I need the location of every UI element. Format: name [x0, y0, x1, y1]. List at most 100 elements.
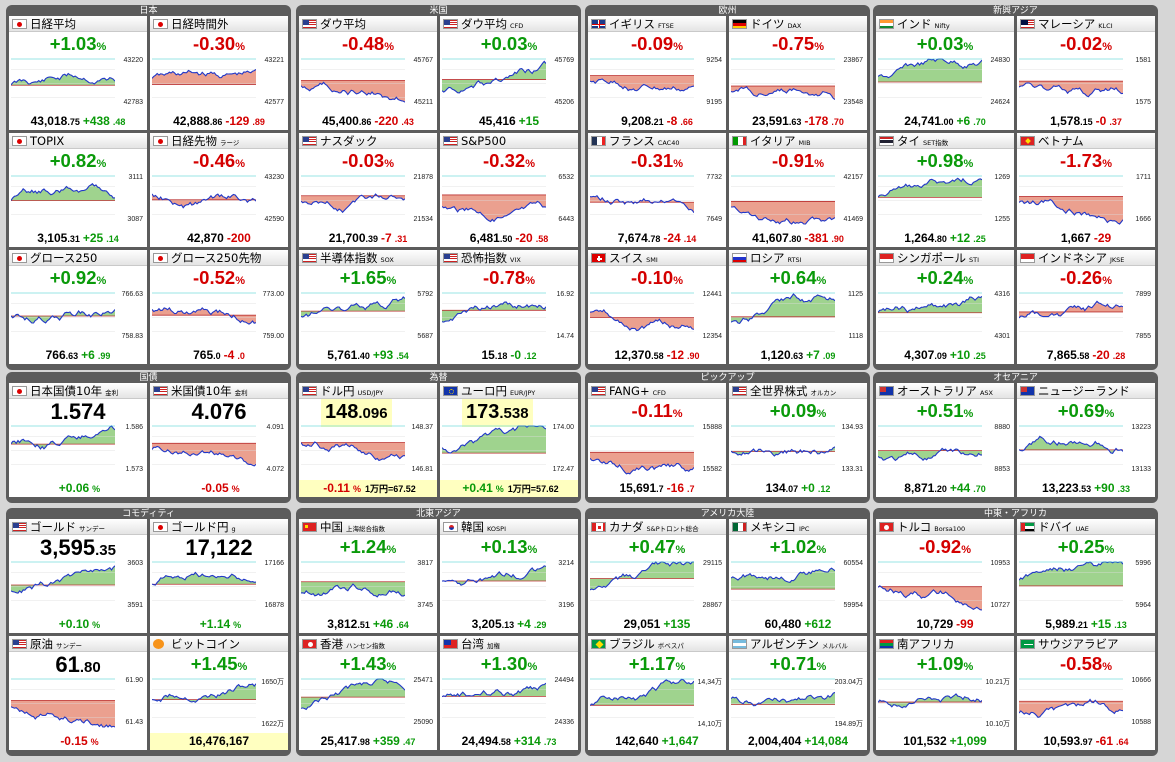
market-card[interactable]: インドネシア JKSE -0.26% 7899 7855 7,865.58 -20.28	[1017, 250, 1155, 364]
card-header[interactable]: ゴールド円 g	[150, 519, 288, 535]
market-card[interactable]: グロース250先物 -0.52% 773.00 759.00 765.0 -4.0	[150, 250, 288, 364]
market-card[interactable]: マレーシア KLCI -0.02% 1581 1575 1,578.15 -0.37	[1017, 16, 1155, 130]
card-header[interactable]: メキシコ IPC	[729, 519, 867, 535]
market-card[interactable]: 南アフリカ +1.09% 10.21万 10.10万 101,532 +1,099	[876, 636, 1014, 750]
market-card[interactable]: オーストラリア ASX +0.51% 8880 8853 8,871.20 +44.70	[876, 383, 1014, 497]
card-header[interactable]: 日本国債10年 金利	[9, 383, 147, 399]
market-card[interactable]: ダウ平均 CFD +0.03% 45769 45206 45,416 +15	[440, 16, 578, 130]
market-card[interactable]: ダウ平均 -0.48% 45767 45211 45,400.86 -220.43	[299, 16, 437, 130]
card-header[interactable]: 原油 サンデー	[9, 636, 147, 652]
market-card[interactable]: 全世界株式 オルカン +0.09% 134.93 133.31 134.07 +0.12	[729, 383, 867, 497]
card-header[interactable]: S&P500	[440, 133, 578, 149]
card-header[interactable]: 日経平均	[9, 16, 147, 32]
card-header[interactable]: アルゼンチン メルバル	[729, 636, 867, 652]
market-card[interactable]: ユーロ円 EUR/JPY 173.538 174.00 172.47 +0.41% 1万円=…	[440, 383, 578, 497]
card-header[interactable]: グロース250先物	[150, 250, 288, 266]
market-card[interactable]: ナスダック -0.03% 21878 21534 21,700.39 -7.31	[299, 133, 437, 247]
card-header[interactable]: ドイツ DAX	[729, 16, 867, 32]
market-card[interactable]: TOPIX +0.82% 3111 3087 3,105.31 +25.14	[9, 133, 147, 247]
card-header[interactable]: サウジアラビア	[1017, 636, 1155, 652]
market-card[interactable]: メキシコ IPC +1.02% 60554 59954 60,480 +612	[729, 519, 867, 633]
chart-low-label: 12354	[702, 333, 722, 340]
card-header[interactable]: ダウ平均	[299, 16, 437, 32]
card-header[interactable]: タイ SET指数	[876, 133, 1014, 149]
card-header[interactable]: 台湾 加権	[440, 636, 578, 652]
card-header[interactable]: オーストラリア ASX	[876, 383, 1014, 399]
card-header[interactable]: イタリア MIB	[729, 133, 867, 149]
market-card[interactable]: グロース250 +0.92% 766.63 758.83 766.63 +6.99	[9, 250, 147, 364]
card-header[interactable]: 半導体指数 SOX	[299, 250, 437, 266]
market-card[interactable]: ブラジル ボベスパ +1.17% 14,34万 14,10万 142,640 +1,647	[588, 636, 726, 750]
market-card[interactable]: サウジアラビア -0.58% 10666 10588 10,593.97 -61.64	[1017, 636, 1155, 750]
card-header[interactable]: 南アフリカ	[876, 636, 1014, 652]
card-header[interactable]: ダウ平均 CFD	[440, 16, 578, 32]
card-header[interactable]: ユーロ円 EUR/JPY	[440, 383, 578, 399]
card-header[interactable]: ニュージーランド	[1017, 383, 1155, 399]
card-header[interactable]: 恐怖指数 VIX	[440, 250, 578, 266]
price-line	[877, 561, 983, 611]
card-header[interactable]: トルコ Borsa100	[876, 519, 1014, 535]
card-header[interactable]: インドネシア JKSE	[1017, 250, 1155, 266]
market-card[interactable]: ドイツ DAX -0.75% 23867 23548 23,591.63 -178.70	[729, 16, 867, 130]
card-header[interactable]: 中国 上海総合指数	[299, 519, 437, 535]
market-card[interactable]: ドバイ UAE +0.25% 5996 5964 5,989.21 +15.13	[1017, 519, 1155, 633]
market-card[interactable]: 中国 上海総合指数 +1.24% 3817 3745 3,812.51 +46.64	[299, 519, 437, 633]
market-card[interactable]: ゴールド円 g 17,122 17166 16878 +1.14%	[150, 519, 288, 633]
market-card[interactable]: インド Nifty +0.03% 24830 24624 24,741.00 +6.70	[876, 16, 1014, 130]
card-header[interactable]: ゴールド サンデー	[9, 519, 147, 535]
market-card[interactable]: FANG+ CFD -0.11% 15888 15582 15,691.7 -16.7	[588, 383, 726, 497]
market-card[interactable]: ニュージーランド +0.69% 13223 13133 13,223.53 +90.33	[1017, 383, 1155, 497]
card-header[interactable]: 日経先物 ラージ	[150, 133, 288, 149]
market-card[interactable]: 香港 ハンセン指数 +1.43% 25471 25090 25,417.98 +359.47	[299, 636, 437, 750]
market-card[interactable]: アルゼンチン メルバル +0.71% 203.04万 194.89万 2,004,404 +…	[729, 636, 867, 750]
card-header[interactable]: シンガポール STI	[876, 250, 1014, 266]
market-card[interactable]: ロシア RTSI +0.64% 1125 1118 1,120.63 +7.09	[729, 250, 867, 364]
market-card[interactable]: イタリア MIB -0.91% 42157 41469 41,607.80 -381.90	[729, 133, 867, 247]
card-header[interactable]: 米国債10年 金利	[150, 383, 288, 399]
card-header[interactable]: 香港 ハンセン指数	[299, 636, 437, 652]
market-card[interactable]: タイ SET指数 +0.98% 1269 1255 1,264.80 +12.25	[876, 133, 1014, 247]
market-card[interactable]: 半導体指数 SOX +1.65% 5792 5687 5,761.40 +93.54	[299, 250, 437, 364]
market-card[interactable]: 原油 サンデー 61.80 61.90 61.43 -0.15%	[9, 636, 147, 750]
card-header[interactable]: ベトナム	[1017, 133, 1155, 149]
card-header[interactable]: 日経時間外	[150, 16, 288, 32]
card-header[interactable]: カナダ S&Pトロント総合	[588, 519, 726, 535]
market-card[interactable]: S&P500 -0.32% 6532 6443 6,481.50 -20.58	[440, 133, 578, 247]
card-header[interactable]: 全世界株式 オルカン	[729, 383, 867, 399]
card-header[interactable]: ビットコイン	[150, 636, 288, 652]
card-header[interactable]: 韓国 KOSPI	[440, 519, 578, 535]
card-header[interactable]: マレーシア KLCI	[1017, 16, 1155, 32]
group-title: 国債	[139, 372, 158, 382]
market-card[interactable]: スイス SMI -0.10% 12441 12354 12,370.58 -12.90	[588, 250, 726, 364]
card-header[interactable]: FANG+ CFD	[588, 383, 726, 399]
market-card[interactable]: シンガポール STI +0.24% 4316 4301 4,307.09 +10.25	[876, 250, 1014, 364]
card-header[interactable]: ドバイ UAE	[1017, 519, 1155, 535]
card-header[interactable]: インド Nifty	[876, 16, 1014, 32]
card-header[interactable]: スイス SMI	[588, 250, 726, 266]
market-card[interactable]: フランス CAC40 -0.31% 7732 7649 7,674.78 -24.14	[588, 133, 726, 247]
market-card[interactable]: 日経先物 ラージ -0.46% 43230 42590 42,870 -200	[150, 133, 288, 247]
card-header[interactable]: イギリス FTSE	[588, 16, 726, 32]
market-card[interactable]: ベトナム -1.73% 1711 1666 1,667 -29	[1017, 133, 1155, 247]
card-header[interactable]: ブラジル ボベスパ	[588, 636, 726, 652]
market-card[interactable]: 米国債10年 金利 4.076 4.091 4.072 -0.05%	[150, 383, 288, 497]
market-card[interactable]: 日本国債10年 金利 1.574 1.586 1.573 +0.06%	[9, 383, 147, 497]
card-header[interactable]: TOPIX	[9, 133, 147, 149]
market-card[interactable]: 恐怖指数 VIX -0.78% 16.92 14.74 15.18 -0.12	[440, 250, 578, 364]
card-header[interactable]: フランス CAC40	[588, 133, 726, 149]
market-card[interactable]: 日経時間外 -0.30% 43221 42577 42,888.86 -129.89	[150, 16, 288, 130]
market-card[interactable]: イギリス FTSE -0.09% 9254 9195 9,208.21 -8.66	[588, 16, 726, 130]
card-header[interactable]: ナスダック	[299, 133, 437, 149]
market-card[interactable]: 日経平均 +1.03% 43220 42783 43,018.75 +438.48	[9, 16, 147, 130]
market-card[interactable]: 韓国 KOSPI +0.13% 3214 3196 3,205.13 +4.29	[440, 519, 578, 633]
market-card[interactable]: ゴールド サンデー 3,595.35 3603 3591 +0.10%	[9, 519, 147, 633]
card-header[interactable]: グロース250	[9, 250, 147, 266]
change-percent: -1.73%	[1017, 149, 1155, 176]
card-header[interactable]: ロシア RTSI	[729, 250, 867, 266]
market-card[interactable]: トルコ Borsa100 -0.92% 10953 10727 10,729 -99	[876, 519, 1014, 633]
market-card[interactable]: 台湾 加権 +1.30% 24494 24336 24,494.58 +314.73	[440, 636, 578, 750]
card-header[interactable]: ドル円 USD/JPY	[299, 383, 437, 399]
market-card[interactable]: カナダ S&Pトロント総合 +0.47% 29115 28867 29,051 +135	[588, 519, 726, 633]
market-card[interactable]: ドル円 USD/JPY 148.096 148.37 146.81 -0.11% 1万円=6…	[299, 383, 437, 497]
market-card[interactable]: ビットコイン +1.45% 1650万 1622万 16,476,167	[150, 636, 288, 750]
